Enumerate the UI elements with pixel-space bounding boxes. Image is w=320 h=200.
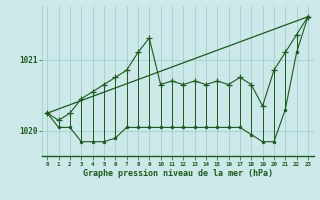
X-axis label: Graphe pression niveau de la mer (hPa): Graphe pression niveau de la mer (hPa): [83, 169, 273, 178]
